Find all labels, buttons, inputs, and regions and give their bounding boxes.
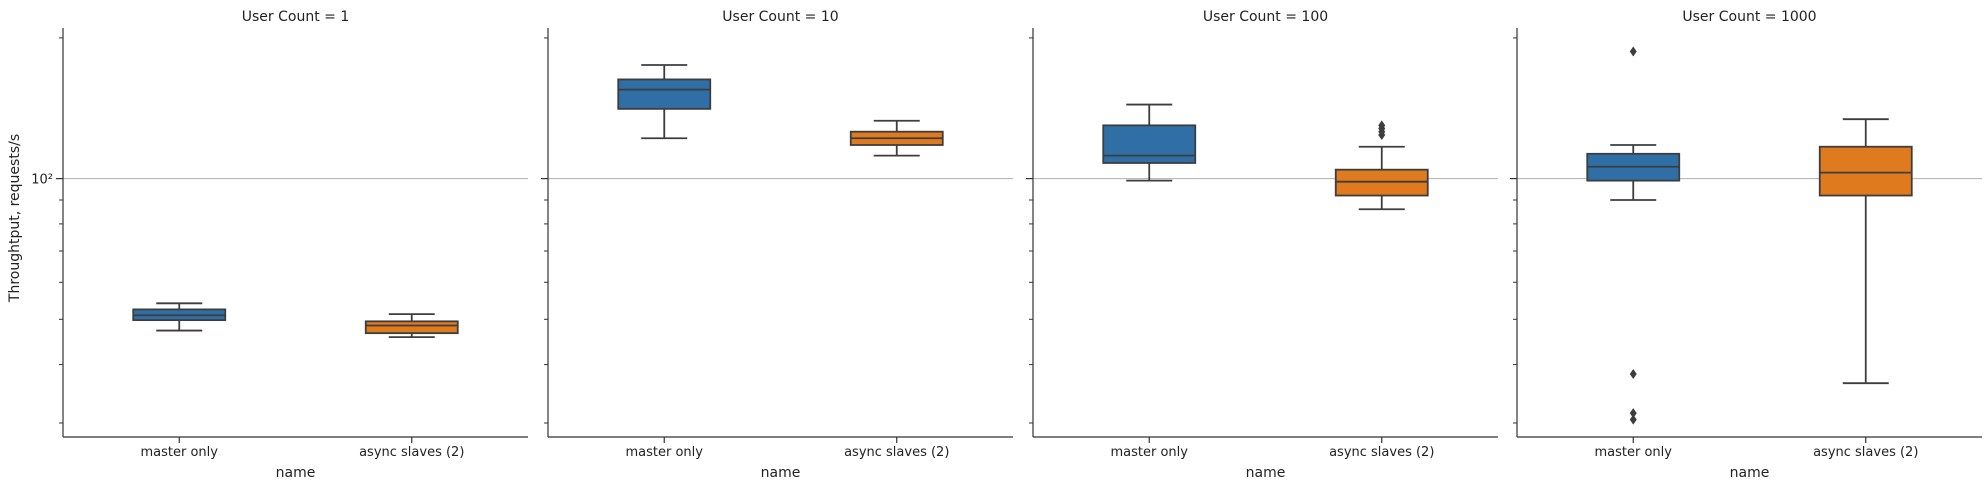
facet-title: User Count = 100 xyxy=(1203,9,1328,25)
facet-title: User Count = 1 xyxy=(242,9,349,25)
facet-title: User Count = 1000 xyxy=(1682,9,1816,25)
box-iqr xyxy=(617,78,712,110)
box-iqr xyxy=(1818,145,1913,197)
x-tick-label: async slaves (2) xyxy=(359,445,464,460)
x-tick-label: master only xyxy=(1595,445,1673,460)
facets-layer: User Count = 1 10² master only async slaves… xyxy=(31,9,1982,481)
box-group: async slaves (2) xyxy=(359,313,464,460)
outlier-point xyxy=(1629,408,1637,419)
box-group: async slaves (2) xyxy=(1813,118,1918,460)
x-tick-label: async slaves (2) xyxy=(844,445,949,460)
facet-panel: User Count = 1000 master only async slaves… xyxy=(1510,9,1982,481)
box-group: master only xyxy=(617,64,712,460)
box-group: async slaves (2) xyxy=(1329,120,1434,460)
outlier-point xyxy=(1629,46,1637,57)
x-axis-title: name xyxy=(1246,465,1286,481)
box-group: master only xyxy=(132,302,227,460)
y-axis-title: Throughtput, requests/s xyxy=(7,134,23,303)
x-axis-title: name xyxy=(1730,465,1770,481)
box-group: async slaves (2) xyxy=(844,119,949,460)
x-tick-label: master only xyxy=(141,445,219,460)
x-tick-label: master only xyxy=(1111,445,1189,460)
facet-panel: User Count = 100 master only async slaves … xyxy=(1026,9,1498,481)
box-iqr xyxy=(364,320,459,335)
y-tick-label: 10² xyxy=(31,173,53,188)
box-iqr xyxy=(1334,168,1429,197)
facet-title: User Count = 10 xyxy=(722,9,838,25)
x-tick-label: async slaves (2) xyxy=(1329,445,1434,460)
x-axis-title: name xyxy=(276,465,316,481)
outlier-point xyxy=(1378,120,1386,131)
x-tick-label: master only xyxy=(626,445,704,460)
facet-panel: User Count = 10 master only async slaves (… xyxy=(541,9,1013,481)
x-tick-label: async slaves (2) xyxy=(1813,445,1918,460)
facet-panel: User Count = 1 10² master only async slaves… xyxy=(31,9,528,481)
box-group: master only xyxy=(1102,103,1197,460)
box-group: master only xyxy=(1586,46,1681,460)
x-axis-title: name xyxy=(761,465,801,481)
outlier-point xyxy=(1629,368,1637,379)
box-iqr xyxy=(1102,124,1197,164)
outlier-point xyxy=(1629,414,1637,425)
